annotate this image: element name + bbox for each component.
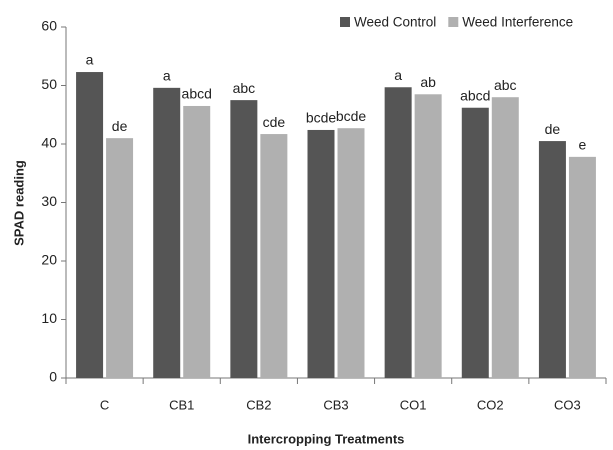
y-axis-label: SPAD reading [11,160,26,246]
legend-label: Weed Control [354,15,436,30]
bar [384,87,412,378]
x-tick-label: CB3 [323,397,348,412]
bar [538,141,566,378]
significance-label: e [579,137,587,153]
y-tick-label: 20 [41,252,57,268]
legend-swatch [340,17,350,27]
x-tick-label: CO2 [477,397,504,412]
significance-label: abcd [460,87,490,103]
significance-label: de [112,118,128,134]
significance-label: a [394,67,402,83]
bar [307,129,335,378]
bar [183,105,211,378]
bar [260,134,288,378]
significance-label: cde [263,114,286,130]
x-tick-label: CB1 [169,397,194,412]
bar [76,72,104,379]
y-tick-label: 60 [41,18,57,34]
significance-label: de [545,121,561,137]
bar [337,128,365,378]
significance-label: ab [420,74,436,90]
legend-swatch [448,17,459,27]
x-tick-label: CO1 [400,397,427,412]
significance-label: bcde [306,110,337,126]
significance-label: abc [494,77,517,93]
bar [230,100,258,378]
significance-label: a [86,52,94,68]
significance-label: a [163,68,171,84]
x-tick-label: CO3 [554,397,581,412]
significance-label: abcd [182,86,212,102]
bar [568,156,596,378]
bar [106,138,134,378]
y-tick-label: 50 [41,76,57,92]
x-tick-label: C [100,397,109,412]
x-tick-label: CB2 [246,397,271,412]
bar [461,107,489,378]
y-tick-label: 30 [41,193,57,209]
significance-label: bcde [336,108,367,124]
y-tick-label: 40 [41,135,57,151]
significance-label: abc [233,80,256,96]
bar [491,97,519,378]
y-tick-label: 10 [41,310,57,326]
y-tick-label: 0 [49,369,57,385]
bar [153,87,181,378]
legend-label: Weed Interference [462,15,573,30]
bar [414,94,442,379]
x-axis-label: Intercropping Treatments [248,431,405,446]
